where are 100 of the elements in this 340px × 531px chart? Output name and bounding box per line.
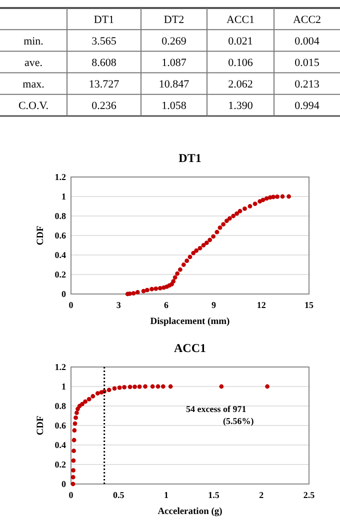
point [201,243,206,248]
x-tick-label: 9 [212,300,217,310]
text: 0.213 [294,78,320,91]
x-tick-label: 2 [259,490,264,500]
point [184,258,190,264]
x-tick-label: 2.5 [303,490,316,500]
x-tick-label: 1.5 [208,490,220,500]
text: 0.021 [228,35,253,48]
category-label: max. [22,78,44,91]
y-tick-label: 0.4 [54,440,66,450]
point [198,246,202,250]
point [71,468,76,473]
category-label: ACC1 [226,14,255,26]
point [72,438,76,442]
text: 13.727 [88,78,120,91]
point [252,202,258,206]
point [137,384,142,389]
y-tick-label: 0.2 [54,270,66,280]
x-tick-label: 1 [164,490,169,500]
point [156,384,160,389]
point [238,208,242,214]
text: 0.015 [294,57,320,69]
point [172,275,178,280]
y-tick-label: 1 [62,192,66,202]
text: 0.994 [294,100,320,112]
point [275,194,280,199]
point [90,394,96,398]
point [71,458,76,463]
point [271,194,276,200]
y-tick-label: 0.4 [54,250,66,260]
y-tick-label: 0.2 [54,460,66,470]
chart-title: DT1 [178,151,202,165]
point [144,288,150,292]
y-tick-label: 0.8 [54,401,66,411]
point [265,384,270,389]
point [280,194,285,199]
point [214,230,220,234]
y-axis-title: CDF [36,226,46,246]
point [143,384,148,389]
point [80,402,84,406]
point [194,248,199,253]
point [158,286,162,290]
x-tick-label: 0.5 [112,490,125,500]
text: 8.608 [92,57,116,69]
y-tick-label: 1.2 [54,362,66,372]
text: 3.565 [92,35,116,48]
point [72,448,76,454]
y-tick-label: 0.8 [54,211,66,221]
text: 0.004 [294,35,320,48]
x-axis-title: Displacement (mm) [150,317,230,327]
point [112,386,117,391]
point [86,396,92,402]
y-tick-label: 0 [62,479,66,489]
x-tick-label: 12 [256,300,266,310]
point [227,216,232,221]
point [74,416,78,420]
text: 1.087 [162,57,186,69]
point [70,474,76,480]
y-tick-label: 0.6 [54,230,66,240]
point [258,199,262,204]
point [154,286,158,291]
point [106,388,112,392]
point [74,410,79,416]
x-tick-label: 6 [164,300,169,310]
point [208,238,212,242]
y-tick-label: 1.2 [54,172,66,182]
point [83,399,88,404]
point [188,254,192,260]
point [231,214,236,218]
point [128,384,132,390]
point [218,226,222,230]
point [150,384,155,389]
point [224,218,229,224]
category-label: ACC2 [292,14,322,26]
y-axis-title: CDF [36,416,46,436]
text: 0.236 [92,100,116,112]
annotation: 54 excess of 971 (5.56%) [186,404,254,426]
y-tick-label: 1 [62,382,66,392]
point [181,262,186,267]
point [117,385,122,390]
point [132,384,137,389]
category-label: DT1 [94,14,114,26]
point [168,384,173,389]
text: 1.390 [228,100,253,112]
y-tick-label: 0.6 [54,420,66,430]
text: 0.106 [228,57,253,69]
point [204,240,209,246]
point [128,292,132,296]
point [219,384,224,389]
point [234,211,240,216]
point [191,250,196,256]
y-tick-label: 0 [62,289,66,299]
point [72,428,77,433]
point [221,222,226,226]
point [175,271,180,276]
category-label: ave. [24,57,43,69]
text: 2.062 [228,78,253,91]
category-label: C.O.V. [18,100,49,112]
point [248,204,252,208]
point [70,482,76,486]
